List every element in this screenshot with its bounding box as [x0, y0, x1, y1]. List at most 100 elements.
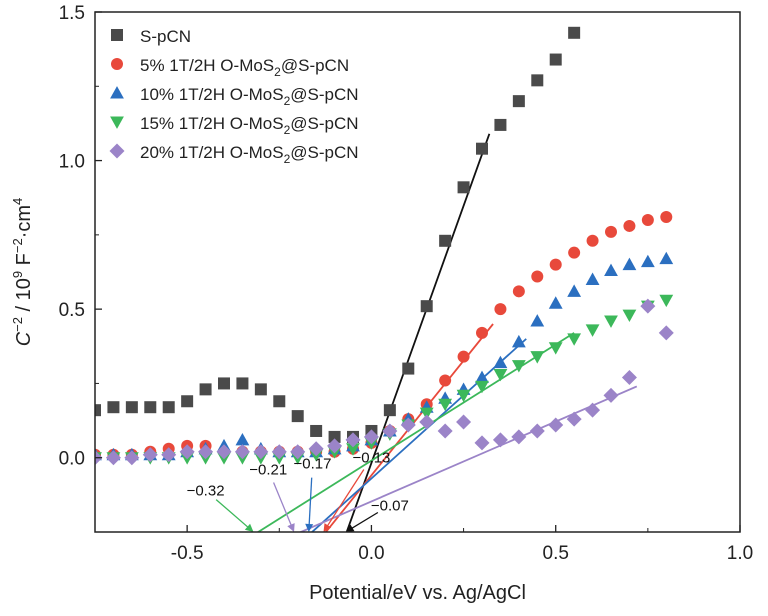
- data-point-s2-26: [549, 258, 562, 271]
- data-point-s5-29: [603, 387, 619, 403]
- data-point-s3-27: [567, 284, 582, 297]
- legend-label-1: S-pCN: [140, 27, 191, 46]
- data-point-s1-6: [181, 395, 194, 408]
- y-title-sup3: −2: [10, 238, 25, 253]
- data-point-s1-14: [328, 430, 341, 443]
- intercept-arrow-4: [272, 482, 293, 527]
- data-point-s1-20: [439, 234, 452, 247]
- data-point-s3-9: [235, 432, 250, 446]
- legend-label-sub: 2: [284, 152, 291, 166]
- data-point-s5-3: [124, 450, 140, 466]
- intercept-arrow-2: [326, 469, 365, 528]
- data-point-s5-9: [234, 444, 250, 460]
- data-point-s1-25: [531, 74, 544, 87]
- intercept-arrowhead-4: [287, 523, 295, 532]
- data-point-s5-13: [308, 441, 324, 457]
- legend-marker-4: [110, 116, 124, 129]
- legend-label-prefix: 15% 1T/2H O-MoS: [140, 114, 284, 133]
- data-point-s5-4: [142, 447, 158, 463]
- legend-label-4: 15% 1T/2H O-MoS2@S-pCN: [140, 114, 359, 137]
- data-point-s5-18: [400, 417, 416, 433]
- data-point-s4-21: [456, 389, 471, 403]
- x-axis-title: Potential/eV vs. Ag/AgCl: [309, 582, 526, 604]
- x-tick-label-1: -0.5: [171, 543, 204, 564]
- data-point-s5-6: [179, 444, 195, 460]
- data-point-s5-14: [327, 438, 343, 454]
- data-point-s1-12: [291, 410, 304, 423]
- data-point-s3-26: [548, 296, 563, 309]
- legend-marker-5: [109, 143, 125, 159]
- y-axis-title: C−2 / 109 F−2·cm4: [10, 198, 35, 347]
- plot-frame: [94, 11, 741, 533]
- data-point-s4-28: [585, 324, 600, 337]
- intercept-arrowhead-2: [323, 523, 332, 532]
- axes: -0.5 0.0 0.5 1.0 0.0 0.5 1.0 1.5 Potential/eV vs…: [10, 3, 753, 604]
- data-point-s5-30: [621, 369, 637, 385]
- y-tick-label-4: 1.5: [59, 3, 85, 24]
- y-title-sup1: −2: [10, 317, 25, 332]
- intercept-label-3: −0.17: [293, 456, 331, 473]
- data-point-s2-22: [476, 326, 488, 339]
- fit-line-1: [345, 133, 491, 532]
- data-point-s5-27: [566, 411, 582, 427]
- data-point-s3-25: [530, 314, 545, 327]
- data-point-s3-31: [640, 254, 655, 268]
- legend-marker-3: [110, 86, 124, 99]
- data-point-s4-27: [567, 333, 582, 346]
- data-point-s3-30: [622, 257, 637, 271]
- legend-label-suffix: @S-pCN: [290, 143, 358, 162]
- data-point-s1-26: [549, 53, 562, 66]
- legend-label-sub: 2: [274, 65, 281, 79]
- data-point-s1-27: [568, 26, 581, 39]
- x-tick-label-3: 0.5: [543, 543, 569, 564]
- data-point-s1-21: [457, 181, 470, 194]
- data-point-s5-22: [474, 435, 490, 451]
- data-point-s4-15: [346, 443, 360, 456]
- legend-label-2: 5% 1T/2H O-MoS2@S-pCN: [140, 56, 349, 79]
- data-point-s1-11: [273, 395, 286, 408]
- data-point-s3-32: [659, 251, 674, 265]
- y-tick-label-2: 0.5: [59, 300, 85, 321]
- data-point-s5-24: [511, 429, 527, 445]
- intercept-label-5: −0.32: [187, 482, 225, 499]
- data-point-s2-29: [605, 225, 617, 238]
- legend-label-prefix: S-pCN: [140, 27, 191, 46]
- data-point-s5-31: [640, 298, 656, 314]
- intercept-annotations: −0.07 −0.13 −0.17 −0.21 −0.32: [187, 450, 409, 532]
- data-point-s1-2: [107, 401, 120, 414]
- data-point-s3-24: [511, 334, 526, 348]
- data-point-s2-32: [660, 211, 673, 224]
- y-tick-label-1: 0.0: [59, 449, 85, 470]
- fit-line-3: [310, 338, 527, 532]
- data-point-s1-1: [95, 404, 101, 417]
- data-point-s2-25: [531, 270, 544, 283]
- data-point-s3-23: [493, 355, 508, 369]
- y-title-sup4: 4: [10, 198, 25, 205]
- data-point-s4-24: [511, 360, 526, 373]
- legend-label-suffix: @S-pCN: [281, 56, 349, 75]
- data-point-s1-9: [236, 377, 249, 390]
- data-point-s3-28: [585, 272, 600, 285]
- data-point-s1-18: [402, 362, 415, 375]
- intercept-arrow-3: [308, 477, 313, 527]
- data-point-s1-22: [476, 142, 488, 155]
- data-point-s4-23: [493, 368, 508, 382]
- x-tick-label-2: 0.0: [358, 543, 384, 564]
- data-point-s5-20: [437, 423, 453, 439]
- y-title-mid2: F: [13, 253, 35, 271]
- data-point-s1-10: [254, 383, 267, 396]
- data-point-s2-27: [568, 246, 581, 259]
- data-point-s1-4: [144, 401, 157, 414]
- legend-label-sub: 2: [284, 94, 291, 108]
- data-point-s1-19: [420, 300, 433, 313]
- intercept-label-4: −0.21: [249, 462, 287, 479]
- data-point-s5-12: [290, 444, 306, 460]
- data-markers: [95, 26, 674, 466]
- intercept-arrowhead-5: [244, 523, 254, 532]
- data-point-s5-8: [216, 444, 232, 460]
- intercept-label-2: −0.13: [352, 450, 390, 467]
- data-point-s2-31: [641, 214, 654, 226]
- y-title-mid: / 10: [13, 278, 35, 317]
- fit-line-5: [298, 385, 638, 532]
- legend-marker-1: [111, 29, 123, 41]
